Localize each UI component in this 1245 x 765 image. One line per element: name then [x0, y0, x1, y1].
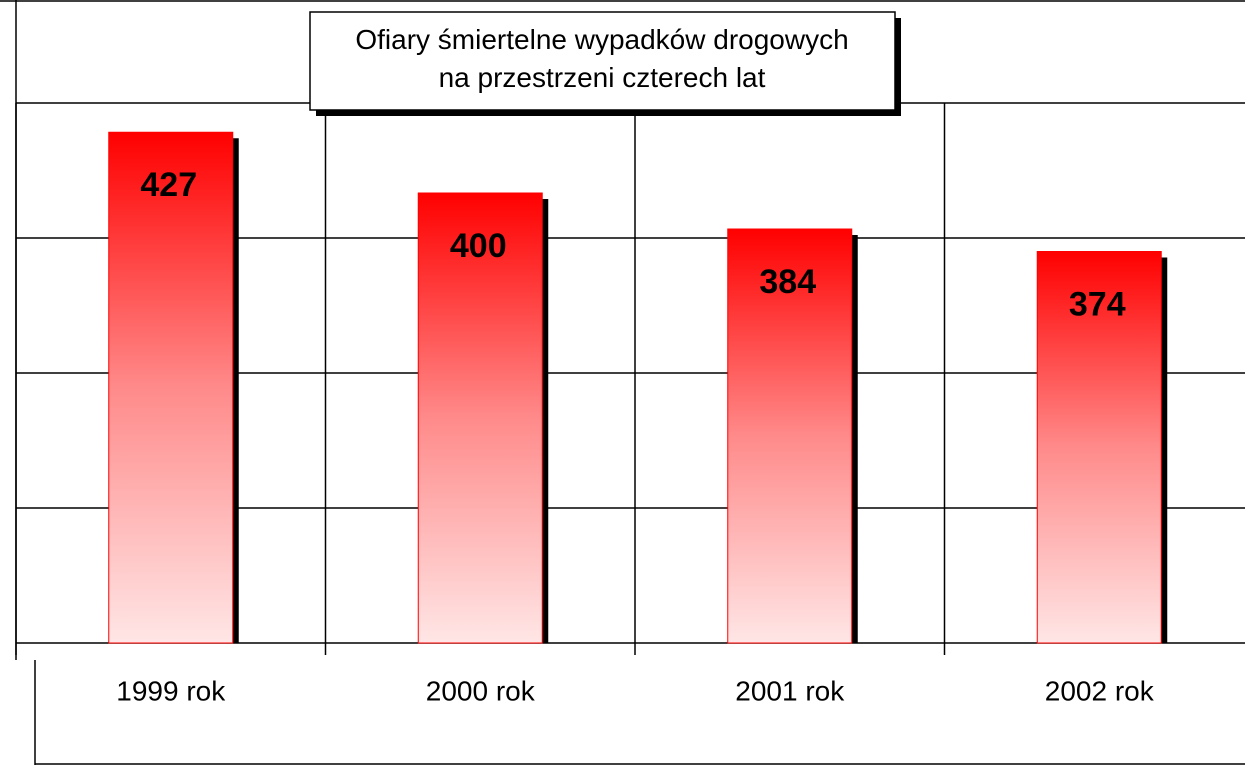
x-tick-label: 2001 rok	[735, 675, 845, 706]
x-tick-label: 2002 rok	[1045, 675, 1155, 706]
data-label: 384	[759, 263, 816, 301]
bar	[727, 228, 853, 644]
bar	[1036, 251, 1162, 644]
bar	[108, 131, 234, 644]
x-tick-label: 1999 rok	[116, 675, 226, 706]
bar	[417, 192, 543, 644]
data-label: 427	[140, 166, 197, 204]
data-label: 400	[450, 227, 507, 265]
title-box	[309, 11, 896, 111]
plot: 427 1999 rok 400 2000 rok 384 2001 rok 374 2002…	[15, 102, 1245, 706]
data-label: 374	[1069, 285, 1126, 323]
chart-title: Ofiary śmiertelne wypadków drogowych na p…	[355, 24, 848, 93]
x-tick-label: 2000 rok	[426, 675, 536, 706]
